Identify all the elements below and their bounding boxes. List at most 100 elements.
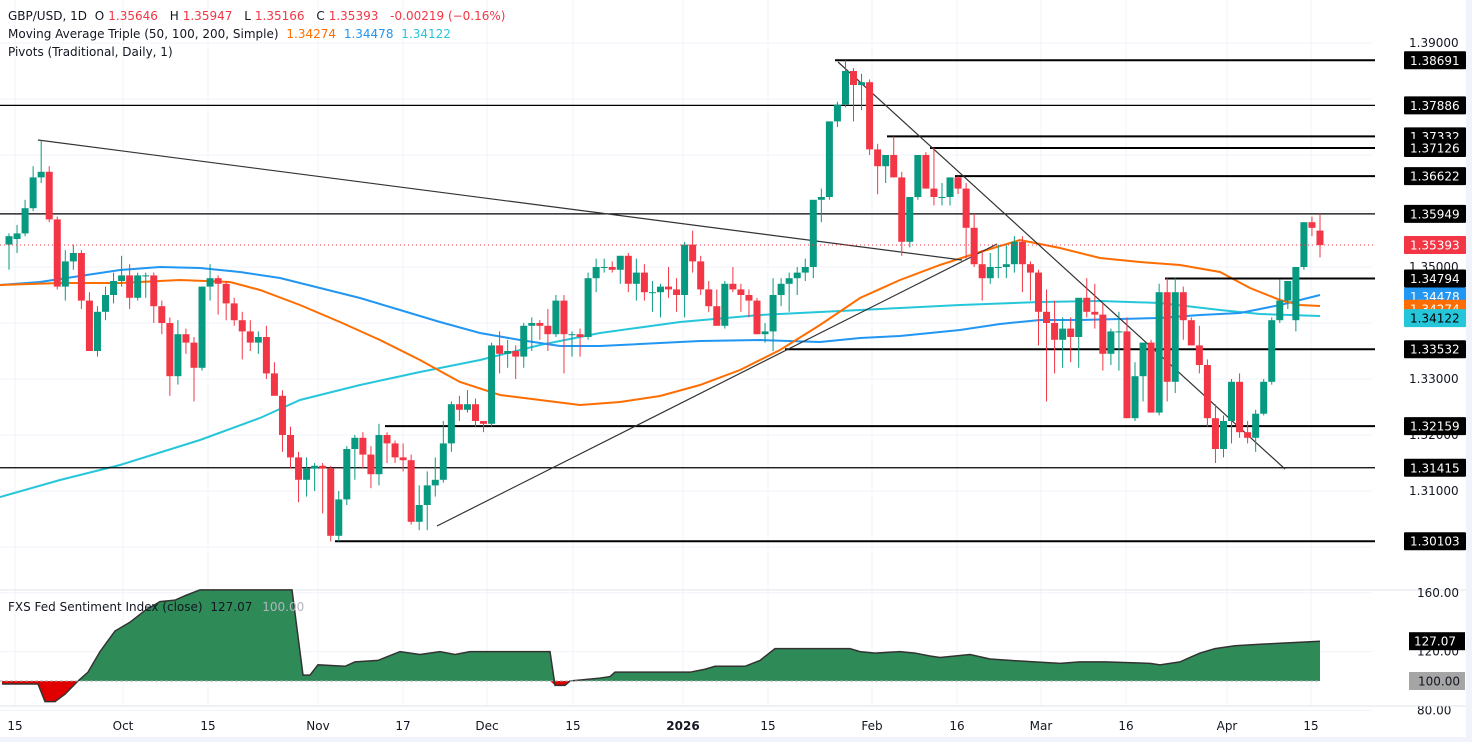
candle-body[interactable] [866, 82, 874, 150]
candle-body[interactable] [142, 275, 150, 277]
candle-body[interactable] [1276, 300, 1284, 321]
candle-body[interactable] [825, 121, 833, 197]
candle-body[interactable] [616, 255, 624, 270]
candle-body[interactable] [463, 404, 471, 410]
candle-body[interactable] [1123, 331, 1131, 419]
candle-body[interactable] [230, 303, 238, 321]
candle-body[interactable] [1284, 281, 1292, 301]
candle-body[interactable] [584, 278, 592, 337]
candle-body[interactable] [126, 275, 134, 298]
candle-body[interactable] [882, 155, 890, 167]
candle-body[interactable] [278, 395, 286, 435]
candle-body[interactable] [1244, 432, 1252, 438]
candle-body[interactable] [512, 351, 520, 357]
candle-body[interactable] [632, 272, 640, 284]
candle-body[interactable] [1260, 381, 1268, 414]
candle-body[interactable] [536, 323, 544, 326]
candle-body[interactable] [214, 278, 222, 284]
candle-body[interactable] [874, 149, 882, 167]
candle-body[interactable] [85, 300, 93, 351]
candle-body[interactable] [1091, 311, 1099, 315]
candle-body[interactable] [769, 295, 777, 332]
candle-body[interactable] [946, 177, 954, 197]
candle-body[interactable] [898, 177, 906, 242]
candle-body[interactable] [544, 325, 552, 335]
candle-body[interactable] [319, 465, 327, 469]
candle-body[interactable] [488, 345, 496, 424]
candle-body[interactable] [1228, 381, 1236, 421]
candle-body[interactable] [850, 71, 858, 85]
candle-body[interactable] [1308, 222, 1316, 228]
candle-body[interactable] [496, 345, 504, 354]
candle-body[interactable] [270, 373, 278, 396]
candle-body[interactable] [1300, 222, 1308, 267]
candle-body[interactable] [1026, 264, 1034, 273]
candle-body[interactable] [681, 244, 689, 295]
candle-body[interactable] [713, 306, 721, 326]
candle-body[interactable] [69, 253, 77, 262]
candle-body[interactable] [938, 197, 946, 198]
candle-body[interactable] [656, 286, 664, 293]
candle-body[interactable] [158, 306, 166, 323]
candle-body[interactable] [914, 155, 922, 197]
candle-body[interactable] [1195, 345, 1203, 365]
candle-body[interactable] [705, 289, 713, 307]
candle-body[interactable] [801, 267, 809, 273]
candle-body[interactable] [1211, 418, 1219, 449]
candle-body[interactable] [303, 468, 311, 480]
candle-body[interactable] [238, 320, 246, 332]
candle-body[interactable] [962, 188, 970, 228]
candle-body[interactable] [367, 454, 375, 475]
candle-body[interactable] [1219, 421, 1227, 449]
candle-body[interactable] [174, 334, 182, 377]
candle-body[interactable] [182, 334, 190, 343]
candle-body[interactable] [359, 437, 367, 455]
candle-body[interactable] [833, 104, 841, 122]
candle-body[interactable] [1187, 320, 1195, 346]
candle-body[interactable] [190, 342, 198, 368]
candle-body[interactable] [673, 289, 681, 295]
candle-body[interactable] [53, 219, 61, 287]
candle-body[interactable] [721, 283, 729, 326]
candle-body[interactable] [1115, 331, 1123, 333]
candle-body[interactable] [1139, 342, 1147, 377]
candle-body[interactable] [1059, 328, 1067, 340]
candle-body[interactable] [608, 267, 616, 270]
candle-body[interactable] [415, 505, 423, 522]
candle-body[interactable] [785, 278, 793, 284]
candle-body[interactable] [287, 435, 295, 458]
candle-body[interactable] [890, 155, 898, 178]
candle-body[interactable] [600, 267, 608, 268]
candle-body[interactable] [1043, 311, 1051, 323]
candle-body[interactable] [61, 261, 69, 287]
candle-body[interactable] [809, 199, 817, 267]
candle-body[interactable] [640, 272, 648, 293]
candle-body[interactable] [93, 311, 101, 351]
candle-body[interactable] [1147, 342, 1155, 413]
candle-body[interactable] [1018, 241, 1026, 265]
candle-body[interactable] [1268, 320, 1276, 382]
candle-body[interactable] [697, 261, 705, 290]
candle-body[interactable] [198, 286, 206, 368]
candle-body[interactable] [665, 286, 673, 290]
candle-body[interactable] [335, 499, 343, 536]
candle-body[interactable] [745, 295, 753, 301]
candle-body[interactable] [311, 465, 319, 469]
candle-body[interactable] [954, 177, 962, 189]
candle-body[interactable] [858, 82, 866, 85]
candle-body[interactable] [206, 278, 214, 287]
candle-body[interactable] [817, 197, 825, 200]
candle-body[interactable] [351, 437, 359, 449]
candle-body[interactable] [1010, 241, 1018, 265]
candle-body[interactable] [1203, 365, 1211, 419]
candle-body[interactable] [1292, 267, 1300, 321]
candle-body[interactable] [134, 275, 142, 298]
candle-body[interactable] [1002, 264, 1010, 267]
candle-body[interactable] [761, 331, 769, 335]
candle-body[interactable] [1099, 314, 1107, 354]
candle-body[interactable] [1131, 376, 1139, 419]
candle-body[interactable] [504, 351, 512, 354]
candle-body[interactable] [1252, 413, 1260, 438]
